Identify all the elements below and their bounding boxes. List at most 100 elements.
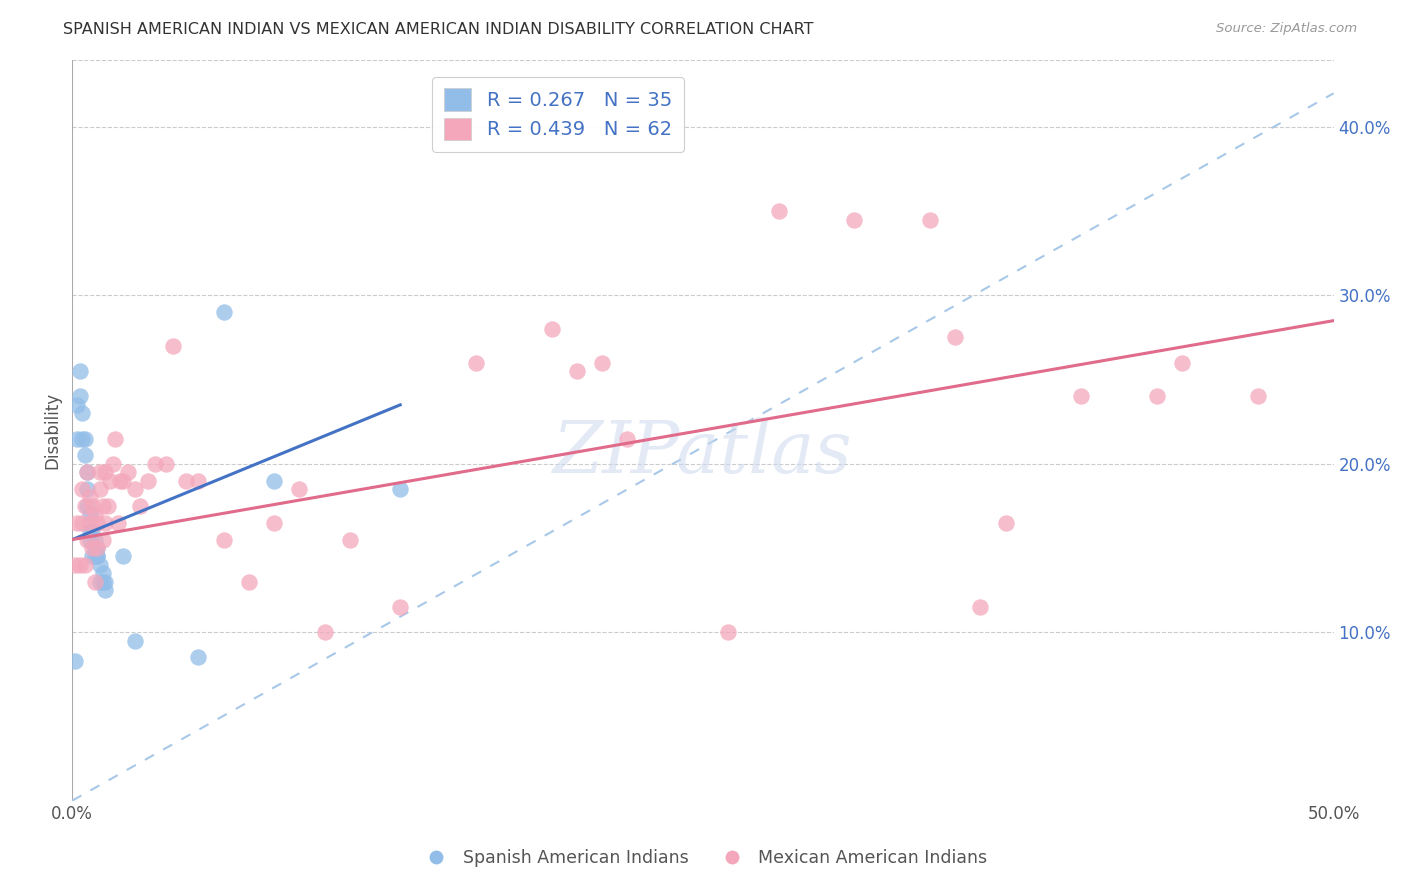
Point — [76, 482, 98, 496]
Point — [91, 533, 114, 547]
Point — [844, 212, 866, 227]
Text: SPANISH AMERICAN INDIAN VS MEXICAN AMERICAN INDIAN DISABILITY CORRELATION CHART: SPANISH AMERICAN INDIAN VS MEXICAN AMERI… — [63, 22, 814, 37]
Point — [72, 482, 94, 496]
Point — [86, 516, 108, 530]
Point — [84, 541, 107, 555]
Point — [79, 491, 101, 505]
Point — [89, 465, 111, 479]
Point — [89, 558, 111, 572]
Point — [72, 516, 94, 530]
Point — [86, 541, 108, 555]
Point — [994, 516, 1017, 530]
Point — [79, 533, 101, 547]
Point — [96, 499, 118, 513]
Point — [73, 449, 96, 463]
Point — [187, 474, 209, 488]
Point — [79, 508, 101, 522]
Point — [212, 305, 235, 319]
Point — [89, 482, 111, 496]
Point — [124, 482, 146, 496]
Point — [69, 364, 91, 378]
Point — [94, 583, 117, 598]
Point — [1070, 389, 1092, 403]
Point — [107, 516, 129, 530]
Point — [969, 599, 991, 614]
Point — [111, 549, 134, 564]
Point — [69, 558, 91, 572]
Point — [86, 549, 108, 564]
Point — [82, 499, 104, 513]
Point — [66, 398, 89, 412]
Point — [72, 406, 94, 420]
Point — [89, 574, 111, 589]
Point — [145, 457, 167, 471]
Point — [73, 432, 96, 446]
Point — [108, 474, 131, 488]
Point — [339, 533, 361, 547]
Point — [82, 524, 104, 538]
Point — [66, 516, 89, 530]
Point — [84, 549, 107, 564]
Point — [155, 457, 177, 471]
Point — [389, 482, 412, 496]
Point — [162, 339, 184, 353]
Point — [63, 558, 86, 572]
Point — [565, 364, 588, 378]
Point — [72, 432, 94, 446]
Point — [66, 432, 89, 446]
Point — [69, 389, 91, 403]
Point — [1247, 389, 1270, 403]
Point — [212, 533, 235, 547]
Point — [94, 516, 117, 530]
Point — [1171, 356, 1194, 370]
Point — [84, 508, 107, 522]
Legend: R = 0.267   N = 35, R = 0.439   N = 62: R = 0.267 N = 35, R = 0.439 N = 62 — [432, 77, 683, 152]
Y-axis label: Disability: Disability — [44, 392, 60, 468]
Point — [124, 633, 146, 648]
Point — [943, 330, 966, 344]
Point — [76, 533, 98, 547]
Point — [73, 499, 96, 513]
Point — [91, 499, 114, 513]
Point — [616, 432, 638, 446]
Legend: Spanish American Indians, Mexican American Indians: Spanish American Indians, Mexican Americ… — [412, 843, 994, 874]
Point — [187, 650, 209, 665]
Point — [464, 356, 486, 370]
Point — [79, 516, 101, 530]
Point — [540, 322, 562, 336]
Point — [129, 499, 152, 513]
Point — [591, 356, 613, 370]
Point — [82, 541, 104, 555]
Point — [86, 549, 108, 564]
Point — [263, 474, 285, 488]
Point — [76, 465, 98, 479]
Point — [86, 541, 108, 555]
Point — [263, 516, 285, 530]
Point — [918, 212, 941, 227]
Point — [76, 499, 98, 513]
Point — [389, 599, 412, 614]
Point — [82, 549, 104, 564]
Point — [73, 558, 96, 572]
Point — [91, 574, 114, 589]
Point — [288, 482, 311, 496]
Point — [91, 566, 114, 581]
Point — [117, 465, 139, 479]
Point — [768, 204, 790, 219]
Point — [717, 625, 740, 640]
Point — [98, 474, 121, 488]
Point — [76, 465, 98, 479]
Text: ZIPatlas: ZIPatlas — [553, 417, 853, 488]
Point — [94, 574, 117, 589]
Point — [104, 432, 127, 446]
Point — [111, 474, 134, 488]
Point — [63, 654, 86, 668]
Point — [94, 465, 117, 479]
Point — [84, 574, 107, 589]
Point — [101, 457, 124, 471]
Point — [238, 574, 260, 589]
Point — [79, 524, 101, 538]
Text: Source: ZipAtlas.com: Source: ZipAtlas.com — [1216, 22, 1357, 36]
Point — [136, 474, 159, 488]
Point — [1146, 389, 1168, 403]
